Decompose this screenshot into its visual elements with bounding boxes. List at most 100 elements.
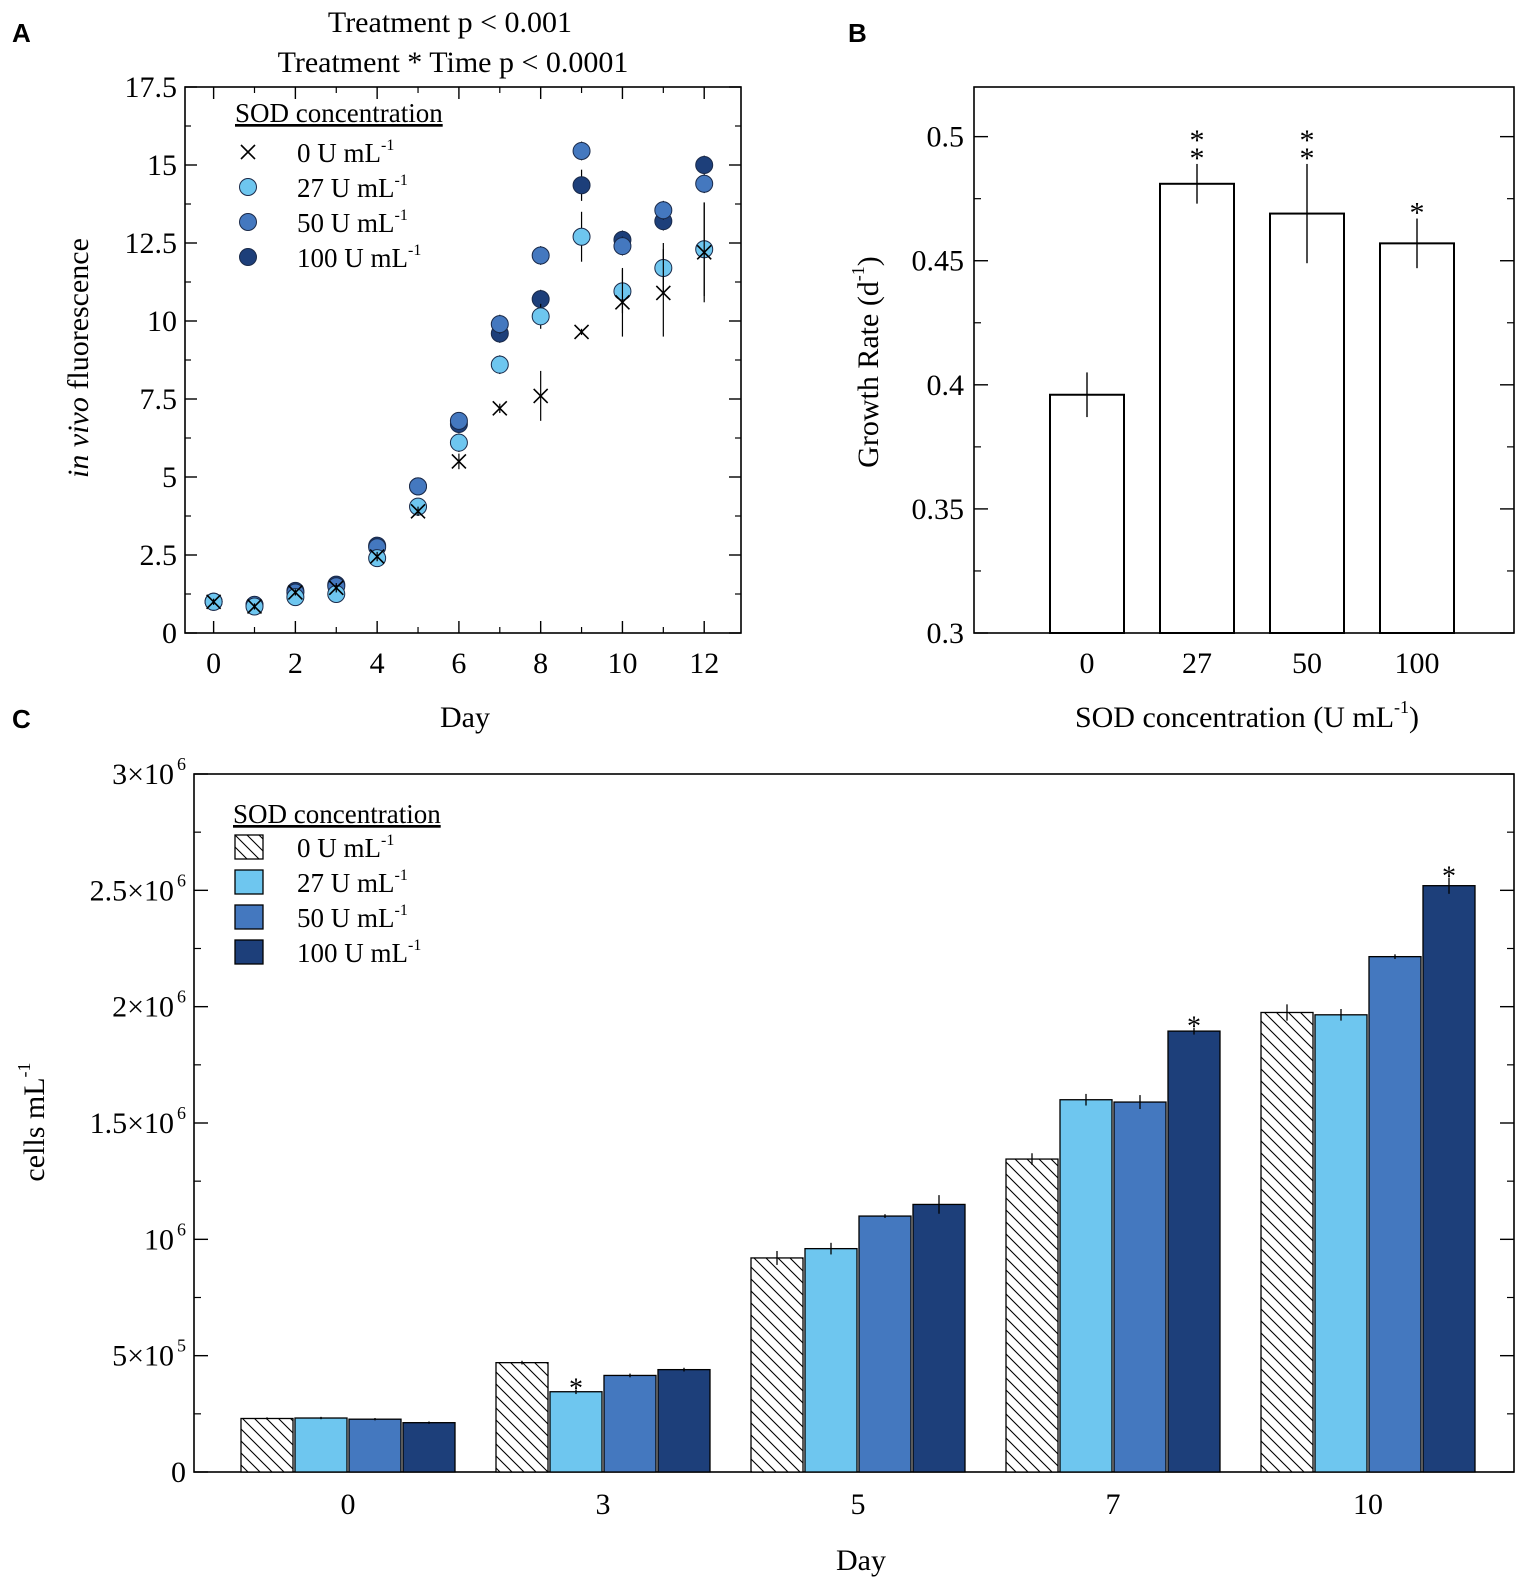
chart-a-y-tick-label: 5 xyxy=(162,461,177,494)
chart-a-legend-unit: U mL xyxy=(331,173,395,203)
chart-c-y-label-sup: -1 xyxy=(14,1062,34,1077)
chart-a-point-0 xyxy=(655,285,671,301)
chart-b-y-tick-label: 0.4 xyxy=(927,369,965,402)
chart-b-y-tick-label: 0.45 xyxy=(912,245,965,278)
chart-c-y-tick-exponent: 6 xyxy=(177,1219,186,1239)
chart-c-y-tick-label: 1.5×10 xyxy=(90,1107,174,1140)
chart-c-y-tick-exponent: 6 xyxy=(177,870,186,890)
chart-c-y-axis-label: cells mL-1 xyxy=(14,1062,51,1181)
chart-a-x-tick-label: 8 xyxy=(533,647,548,680)
chart-a-y-tick-labels: 0 2.5 5 7.5 10 12.5 15 17.5 xyxy=(125,71,178,650)
chart-b-x-tick-label: 100 xyxy=(1395,647,1440,680)
chart-b-x-tick-label: 0 xyxy=(1080,647,1095,680)
chart-a-y-tick-label: 15 xyxy=(147,149,177,182)
chart-a-x-axis-label: Day xyxy=(440,701,490,734)
chart-a-legend: SOD concentration 0 U mL-127 U mL-150 U … xyxy=(235,98,443,273)
chart-c-ticks xyxy=(194,773,1514,1473)
chart-a-point-0 xyxy=(246,598,263,615)
chart-a-point-100 xyxy=(572,176,591,195)
chart-c-y-label-text: cells mL xyxy=(18,1077,51,1181)
chart-a-point-50 xyxy=(409,477,428,496)
chart-a-point-0 xyxy=(492,400,508,416)
chart-c-legend-label-50: 50 U mL-1 xyxy=(297,902,408,933)
chart-b-x-tick-labels: 0 27 50 100 xyxy=(1080,647,1440,680)
chart-a-data-points xyxy=(204,141,714,616)
chart-a-legend-label-0: 0 U mL-1 xyxy=(297,137,394,168)
chart-b-y-tick-label: 0.3 xyxy=(927,617,965,650)
chart-a-point-0 xyxy=(328,580,344,596)
chart-a-y-tick-label: 7.5 xyxy=(140,383,178,416)
chart-c-y-tick-label: 10 xyxy=(144,1223,174,1256)
chart-c-legend-unit: U mL xyxy=(317,833,381,863)
chart-a-x-tick-label: 6 xyxy=(451,647,466,680)
chart-a-legend-unit: U mL xyxy=(344,243,408,273)
chart-a-legend-unit: U mL xyxy=(331,208,395,238)
chart-c-y-tick-exponent: 6 xyxy=(177,987,186,1007)
chart-a-point-27 xyxy=(572,227,591,246)
chart-b-bar-100 xyxy=(1379,242,1455,634)
chart-a-point-27 xyxy=(531,307,550,326)
chart-a-point-27 xyxy=(449,433,468,452)
chart-b-bars: ***** xyxy=(1049,124,1455,634)
chart-a-legend-sup: -1 xyxy=(408,242,421,259)
panel-label-a: A xyxy=(12,18,31,48)
chart-c-legend-value: 0 xyxy=(297,833,317,863)
chart-c-legend-label-100: 100 U mL-1 xyxy=(297,937,421,968)
chart-a-legend-marker-50 xyxy=(239,213,257,231)
chart-b-y-label-text: Growth Rate (d xyxy=(852,281,885,468)
chart-c-y-tick-label: 2×10 xyxy=(112,991,174,1024)
chart-c-y-tick-exponent: 6 xyxy=(177,1103,186,1123)
chart-c-legend-sup: -1 xyxy=(395,867,408,884)
panel-a-fluorescence-chart: Treatment p < 0.001 Treatment * Time p <… xyxy=(62,6,742,734)
chart-c-y-tick-label: 0 xyxy=(171,1456,186,1489)
chart-c-legend-swatch-0 xyxy=(234,834,264,860)
chart-b-y-label-end: ) xyxy=(852,256,885,266)
chart-a-legend-marker-27 xyxy=(239,178,257,196)
chart-a-legend-value: 0 xyxy=(297,138,317,168)
chart-c-bar-day0-50 xyxy=(348,1418,402,1473)
chart-a-point-0 xyxy=(451,453,467,469)
chart-c-legend-sup: -1 xyxy=(395,902,408,919)
chart-c-bar-day3-50 xyxy=(603,1374,657,1473)
chart-a-point-0 xyxy=(533,388,549,404)
chart-c-legend-value: 100 xyxy=(297,938,344,968)
chart-b-significance-27: * xyxy=(1190,124,1205,157)
chart-c-x-tick-label: 5 xyxy=(851,1488,866,1521)
chart-a-point-50 xyxy=(572,141,591,160)
chart-a-ticks xyxy=(185,86,741,634)
chart-a-y-tick-label: 10 xyxy=(147,305,177,338)
chart-c-bar-day10-0 xyxy=(1260,1011,1314,1473)
chart-a-y-axis-label: in vivo fluorescence xyxy=(62,238,95,478)
chart-c-bar-day0-27 xyxy=(294,1417,348,1473)
chart-c-bar-day0-0 xyxy=(240,1417,294,1473)
chart-b-y-tick-label: 0.5 xyxy=(927,121,965,154)
chart-c-bar-day10-27 xyxy=(1314,1014,1368,1473)
chart-a-x-tick-label: 2 xyxy=(288,647,303,680)
chart-b-y-label-sup: -1 xyxy=(848,266,868,281)
chart-a-point-27 xyxy=(286,588,305,607)
chart-c-x-tick-label: 7 xyxy=(1106,1488,1121,1521)
chart-b-bar-27 xyxy=(1159,182,1235,634)
chart-a-y-label-italic: in vivo xyxy=(62,397,95,478)
chart-a-y-tick-label: 17.5 xyxy=(125,71,178,104)
chart-a-legend-marker-100 xyxy=(239,248,257,266)
chart-b-plot-frame xyxy=(973,86,1515,634)
chart-a-y-label-rest: fluorescence xyxy=(62,238,95,397)
chart-a-point-50 xyxy=(490,315,509,334)
chart-c-y-tick-label: 3×10 xyxy=(112,758,174,791)
chart-c-x-tick-label: 0 xyxy=(341,1488,356,1521)
chart-a-point-0 xyxy=(410,503,426,519)
chart-a-point-100 xyxy=(695,156,714,174)
chart-b-significance-100: * xyxy=(1410,197,1425,230)
chart-a-legend-sup: -1 xyxy=(381,137,394,154)
chart-b-x-label-end: ) xyxy=(1409,701,1419,734)
panel-b-growth-rate-chart: 0.30.350.40.450.5 ***** 0 27 50 100 SOD con… xyxy=(848,86,1515,734)
chart-c-legend-sup: -1 xyxy=(408,937,421,954)
chart-c-legend-swatch-50 xyxy=(234,904,264,930)
chart-c-bar-day0-100 xyxy=(402,1422,456,1473)
chart-c-significance-day7-100: * xyxy=(1187,1012,1201,1043)
chart-a-x-tick-label: 4 xyxy=(370,647,385,680)
chart-c-significance-day10-100: * xyxy=(1442,862,1456,893)
